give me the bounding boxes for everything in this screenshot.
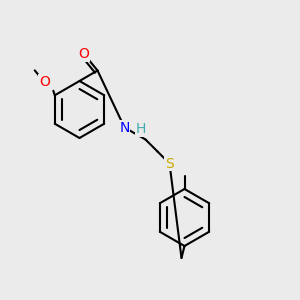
Text: N: N bbox=[119, 121, 130, 134]
Text: S: S bbox=[165, 157, 174, 170]
Text: O: O bbox=[39, 75, 50, 89]
Text: O: O bbox=[79, 47, 89, 61]
Text: H: H bbox=[136, 122, 146, 136]
